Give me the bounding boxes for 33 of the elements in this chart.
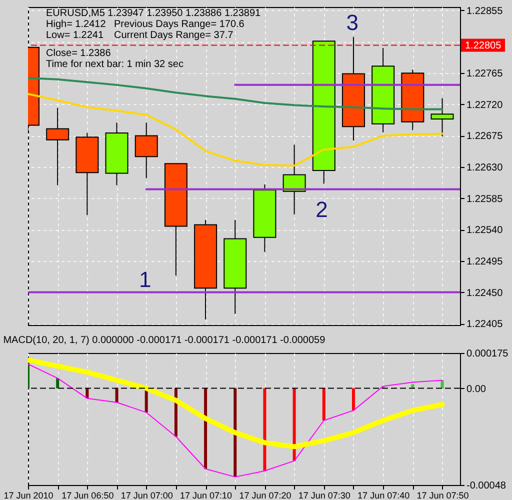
y-tick-label: 1.22405: [466, 319, 504, 330]
x-tick-label: 17 Jun 07:40: [358, 490, 410, 500]
annotation: Time for next bar: 1 min 32 sec: [46, 59, 184, 70]
y-tick-label: 1.22765: [466, 68, 504, 80]
y-tick-label: 0.000175: [466, 348, 509, 360]
x-tick-label: 17 Jun 07:50: [416, 490, 469, 500]
y-tick-label: 1.22630: [466, 162, 504, 174]
annotation: Close= 1.2386: [46, 48, 112, 59]
ref-line-label: 1.22805: [465, 40, 502, 52]
y-tick-label: 1.22540: [466, 225, 504, 236]
y-tick-label: 1.22675: [466, 131, 504, 142]
x-tick-label: 17 Jun 07:10: [180, 490, 232, 500]
annotation: High= 1.2412: [46, 19, 106, 30]
x-tick-label: 17 Jun 07:30: [298, 490, 350, 500]
annotation: 1: [138, 266, 152, 292]
y-tick-label: 1.22495: [466, 256, 504, 268]
chart-title: MACD(10, 20, 1, 7) 0.000000 -0.000171 -0.000171 -0.000171 -0.000059: [3, 335, 326, 346]
y-tick-label: 1.22855: [466, 6, 504, 17]
y-tick-label: 1.22450: [466, 288, 504, 299]
annotation: Current Days Range= 37.7: [114, 30, 234, 41]
annotation: 3: [346, 10, 359, 35]
y-tick-label: 1.22585: [466, 194, 504, 205]
annotation: Previous Days Range= 170.6: [114, 19, 245, 30]
chart-title: EURUSD,M5 1.23947 1.23950 1.23886 1.23891: [46, 8, 262, 19]
x-tick-label: 17 Jun 07:00: [120, 490, 173, 500]
x-tick-label: 17 Jun 07:20: [239, 490, 292, 500]
annotation: Low= 1.2241: [46, 30, 104, 41]
y-tick-label: 1.22720: [466, 100, 504, 111]
annotation: 2: [316, 196, 328, 222]
x-tick-label: 17 Jun 06:50: [62, 490, 114, 500]
y-tick-label: -0.00048: [466, 480, 506, 492]
x-tick-label: 17 Jun 2010: [4, 490, 54, 500]
y-tick-label: 0.00: [466, 384, 486, 395]
